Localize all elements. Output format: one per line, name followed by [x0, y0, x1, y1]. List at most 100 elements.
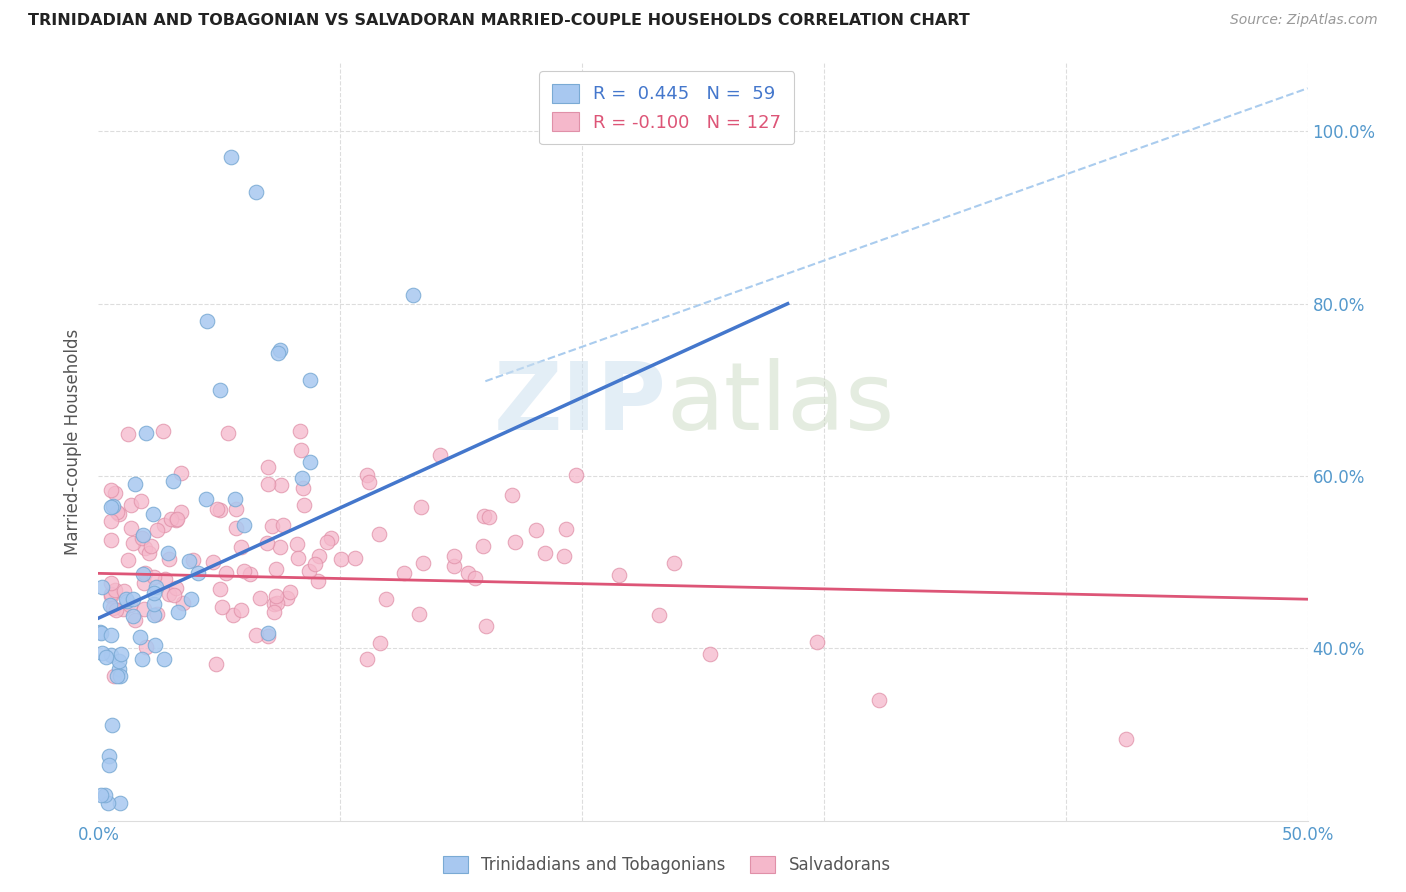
Point: [98, 598, 121, 612]
Point: [138, 546, 160, 560]
Point: [108, 662, 131, 676]
Point: [135, 425, 157, 440]
Point: [291, 471, 314, 485]
Point: [100, 483, 122, 497]
Point: [172, 597, 194, 611]
Point: [153, 652, 176, 666]
Point: [278, 584, 301, 599]
Point: [142, 585, 165, 599]
Point: [356, 468, 378, 483]
Point: [145, 580, 167, 594]
Point: [115, 592, 138, 607]
Text: atlas: atlas: [666, 358, 896, 450]
Text: TRINIDADIAN AND TOBAGONIAN VS SALVADORAN MARRIED-COUPLE HOUSEHOLDS CORRELATION C: TRINIDADIAN AND TOBAGONIAN VS SALVADORAN…: [28, 13, 970, 29]
Text: Source: ZipAtlas.com: Source: ZipAtlas.com: [1230, 13, 1378, 28]
Point: [165, 514, 187, 528]
Point: [257, 626, 280, 640]
Text: ZIP: ZIP: [494, 358, 666, 450]
Point: [112, 602, 135, 616]
Point: [103, 669, 125, 683]
Point: [146, 607, 169, 621]
Point: [202, 555, 225, 569]
Point: [271, 517, 294, 532]
Point: [225, 521, 247, 535]
Point: [211, 599, 233, 614]
Point: [97, 757, 120, 772]
Point: [167, 605, 190, 619]
Point: [118, 599, 141, 613]
Point: [157, 545, 180, 559]
Point: [131, 652, 153, 666]
Point: [195, 314, 218, 328]
Point: [91, 580, 114, 594]
Point: [429, 448, 451, 462]
Point: [115, 594, 138, 608]
Point: [249, 591, 271, 605]
Point: [187, 566, 209, 580]
Point: [117, 426, 139, 441]
Point: [157, 551, 180, 566]
Point: [392, 566, 415, 581]
Point: [96, 797, 118, 811]
Point: [609, 567, 631, 582]
Point: [806, 634, 828, 648]
Point: [868, 693, 890, 707]
Point: [146, 523, 169, 537]
Y-axis label: Married-couple Households: Married-couple Households: [65, 328, 83, 555]
Point: [457, 566, 479, 581]
Point: [222, 608, 245, 623]
Point: [142, 508, 165, 522]
Point: [100, 514, 122, 528]
Point: [288, 424, 311, 438]
Point: [132, 567, 155, 582]
Point: [408, 607, 430, 621]
Point: [215, 566, 238, 581]
Point: [478, 510, 501, 524]
Point: [163, 588, 186, 602]
Point: [105, 505, 128, 519]
Point: [117, 553, 139, 567]
Point: [108, 654, 131, 668]
Point: [100, 587, 122, 601]
Point: [91, 646, 114, 660]
Point: [157, 587, 180, 601]
Point: [443, 559, 465, 574]
Point: [505, 535, 527, 549]
Point: [120, 499, 142, 513]
Point: [443, 549, 465, 563]
Point: [225, 502, 247, 516]
Point: [359, 475, 381, 490]
Point: [231, 603, 253, 617]
Point: [90, 625, 112, 640]
Point: [554, 522, 576, 536]
Point: [152, 424, 174, 438]
Point: [142, 608, 165, 623]
Point: [224, 492, 246, 507]
Point: [162, 474, 184, 488]
Point: [304, 557, 326, 571]
Point: [134, 575, 156, 590]
Point: [256, 459, 278, 474]
Point: [257, 476, 280, 491]
Point: [699, 647, 721, 661]
Point: [131, 494, 153, 508]
Point: [233, 564, 256, 578]
Point: [180, 591, 202, 606]
Point: [287, 550, 309, 565]
Point: [412, 556, 434, 570]
Point: [110, 797, 132, 811]
Point: [256, 536, 278, 550]
Point: [264, 562, 287, 576]
Point: [143, 570, 166, 584]
Point: [195, 491, 218, 506]
Point: [524, 523, 547, 537]
Point: [122, 591, 145, 606]
Point: [368, 527, 391, 541]
Point: [105, 669, 128, 683]
Point: [565, 468, 588, 483]
Point: [120, 521, 142, 535]
Point: [257, 629, 280, 643]
Point: [170, 504, 193, 518]
Point: [276, 591, 298, 606]
Point: [165, 582, 187, 596]
